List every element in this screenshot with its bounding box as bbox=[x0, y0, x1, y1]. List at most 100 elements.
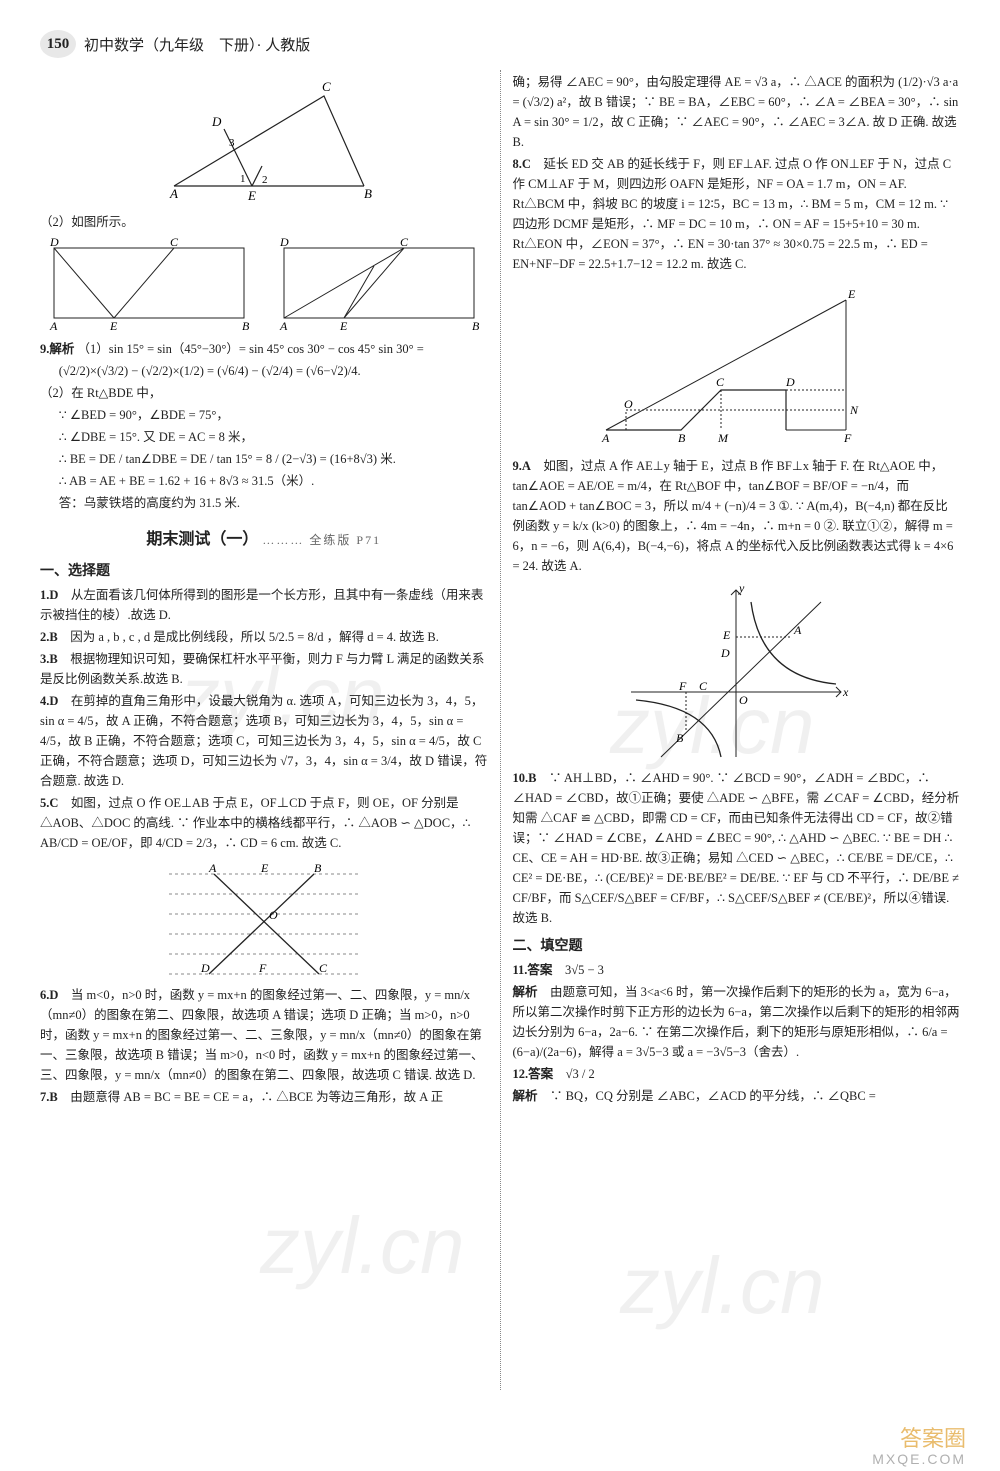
svg-text:A: A bbox=[169, 186, 178, 201]
svg-text:1: 1 bbox=[240, 173, 246, 185]
item1-num: 1.D bbox=[40, 588, 58, 602]
q9-l8: 答：乌蒙铁塔的高度约为 31.5 米. bbox=[40, 493, 488, 513]
item6-text: 当 m<0，n>0 时，函数 y = mx+n 的图象经过第一、二、四象限，y … bbox=[40, 988, 483, 1082]
svg-text:E: E bbox=[722, 628, 731, 642]
svg-text:F: F bbox=[843, 431, 852, 445]
item12-label: 12.答案 bbox=[513, 1067, 554, 1081]
item7-num: 7.B bbox=[40, 1090, 58, 1104]
item12-ans: √3 / 2 bbox=[566, 1067, 595, 1081]
svg-text:A: A bbox=[279, 319, 288, 333]
item5-num: 5.C bbox=[40, 796, 58, 810]
page-number-badge: 150 bbox=[40, 30, 76, 58]
q9-label: 9.解析 bbox=[40, 342, 74, 356]
item12-exp-label: 解析 bbox=[513, 1089, 538, 1103]
svg-text:N: N bbox=[849, 403, 859, 417]
svg-text:3: 3 bbox=[229, 137, 235, 149]
fig-lines-grid: A E B O D F C bbox=[159, 859, 369, 979]
svg-text:D: D bbox=[279, 238, 289, 249]
svg-text:B: B bbox=[678, 431, 686, 445]
svg-text:B: B bbox=[472, 319, 480, 333]
item7-continued: 确；易得 ∠AEC = 90°，由勾股定理得 AE = √3 a，∴ △ACE … bbox=[513, 72, 961, 152]
svg-text:E: E bbox=[247, 188, 256, 203]
svg-text:B: B bbox=[364, 186, 372, 201]
svg-text:D: D bbox=[211, 114, 222, 129]
svg-text:D: D bbox=[49, 238, 59, 249]
svg-text:C: C bbox=[716, 375, 725, 389]
fig-hyperbola: y x O E D A F C B bbox=[621, 582, 851, 762]
footer-brand: 答案圈 bbox=[900, 1421, 966, 1453]
svg-text:D: D bbox=[200, 961, 210, 975]
section-1-title: 一、选择题 bbox=[40, 561, 488, 583]
svg-text:O: O bbox=[624, 397, 633, 411]
footer-url: MXQE.COM bbox=[872, 1451, 966, 1467]
item8-text: 延长 ED 交 AB 的延长线于 F，则 EF⊥AF. 过点 O 作 ON⊥EF… bbox=[513, 157, 952, 271]
svg-text:y: y bbox=[738, 582, 745, 595]
item11-exp: 由题意可知，当 3<a<6 时，第一次操作后剩下的矩形的长为 a，宽为 6−a，… bbox=[513, 985, 960, 1059]
q9-l5: ∴ ∠DBE = 15°. 又 DE = AC = 8 米， bbox=[40, 427, 488, 447]
column-divider bbox=[500, 70, 501, 1390]
svg-text:2: 2 bbox=[262, 174, 268, 186]
svg-text:C: C bbox=[319, 961, 328, 975]
q9-l1: （1）sin 15° = sin（45°−30°）= sin 45° cos 3… bbox=[78, 342, 424, 356]
q9-l4: ∵ ∠BED = 90°，∠BDE = 75°， bbox=[40, 405, 488, 425]
right-column: 确；易得 ∠AEC = 90°，由勾股定理得 AE = √3 a，∴ △ACE … bbox=[513, 70, 961, 1390]
page-header: 150 初中数学（九年级 下册）· 人教版 bbox=[40, 30, 960, 58]
svg-text:D: D bbox=[785, 375, 795, 389]
item1-text: 从左面看该几何体所得到的图形是一个长方形，且其中有一条虚线（用来表示被挡住的棱）… bbox=[40, 588, 483, 622]
item3-num: 3.B bbox=[40, 652, 58, 666]
fig-slope: A O B M C D F N E bbox=[586, 280, 886, 450]
item2-num: 2.B bbox=[40, 630, 58, 644]
q9-l2: (√2/2)×(√3/2) − (√2/2)×(1/2) = (√6/4) − … bbox=[40, 361, 488, 381]
item10-num: 10.B bbox=[513, 771, 537, 785]
item12-exp: ∵ BQ，CQ 分别是 ∠ABC，∠ACD 的平分线，∴ ∠QBC = bbox=[550, 1089, 876, 1103]
item11-label: 11.答案 bbox=[513, 963, 553, 977]
svg-text:C: C bbox=[170, 238, 179, 249]
item3-text: 根据物理知识可知，要确保杠杆水平平衡，则力 F 与力臂 L 满足的函数关系是反比… bbox=[40, 652, 484, 686]
svg-text:E: E bbox=[847, 287, 856, 301]
left-column: A B C D E 3 1 2 （2）如图所示。 DC AEB DC AEB 9 bbox=[40, 70, 488, 1390]
test-ref: ……… 全练版 P71 bbox=[262, 533, 381, 547]
item7-text: 由题意得 AB = BC = BE = CE = a，∴ △BCE 为等边三角形… bbox=[70, 1090, 443, 1104]
svg-text:F: F bbox=[258, 961, 267, 975]
item8-num: 8.C bbox=[513, 157, 531, 171]
svg-text:M: M bbox=[717, 431, 729, 445]
note-2: （2）如图所示。 bbox=[40, 212, 488, 232]
item9-num: 9.A bbox=[513, 459, 531, 473]
test-title: 期末测试（一） bbox=[146, 531, 258, 548]
svg-text:E: E bbox=[339, 319, 348, 333]
item6-num: 6.D bbox=[40, 988, 58, 1002]
item5-text: 如图，过点 O 作 OE⊥AB 于点 E，OF⊥CD 于点 F，则 OE，OF … bbox=[40, 796, 470, 850]
svg-text:D: D bbox=[720, 646, 730, 660]
svg-text:B: B bbox=[676, 731, 684, 745]
svg-text:E: E bbox=[109, 319, 118, 333]
svg-text:A: A bbox=[49, 319, 58, 333]
q9-l6: ∴ BE = DE / tan∠DBE = DE / tan 15° = 8 /… bbox=[40, 449, 488, 469]
svg-text:C: C bbox=[699, 679, 708, 693]
item2-text: 因为 a , b , c , d 是成比例线段，所以 5/2.5 = 8/d ，… bbox=[70, 630, 439, 644]
item11-ans: 3√5 − 3 bbox=[565, 963, 604, 977]
item4-text: 在剪掉的直角三角形中，设最大锐角为 α. 选项 A，可知三边长为 3，4，5，s… bbox=[40, 694, 487, 788]
svg-text:O: O bbox=[269, 908, 278, 922]
svg-text:C: C bbox=[322, 79, 331, 94]
item11-exp-label: 解析 bbox=[513, 985, 538, 999]
q9-l7: ∴ AB = AE + BE = 1.62 + 16 + 8√3 ≈ 31.5（… bbox=[40, 471, 488, 491]
book-title: 初中数学（九年级 下册）· 人教版 bbox=[84, 34, 310, 55]
test-title-row: 期末测试（一） ……… 全练版 P71 bbox=[40, 527, 488, 553]
svg-text:B: B bbox=[314, 861, 322, 875]
svg-text:A: A bbox=[601, 431, 610, 445]
section-2-title: 二、填空题 bbox=[513, 936, 961, 958]
svg-text:F: F bbox=[678, 679, 687, 693]
svg-text:E: E bbox=[260, 861, 269, 875]
svg-text:x: x bbox=[842, 685, 849, 699]
svg-text:C: C bbox=[400, 238, 409, 249]
fig-triangle-cde: A B C D E 3 1 2 bbox=[144, 76, 384, 206]
svg-text:O: O bbox=[739, 693, 748, 707]
fig-two-rects: D C A E B D C A E B bbox=[44, 238, 484, 333]
svg-text:A: A bbox=[208, 861, 217, 875]
svg-text:B: B bbox=[242, 319, 250, 333]
two-column-content: A B C D E 3 1 2 （2）如图所示。 DC AEB DC AEB 9 bbox=[40, 70, 960, 1390]
item10-text: ∵ AH⊥BD，∴ ∠AHD = 90°. ∵ ∠BCD = 90°，∠ADH … bbox=[513, 771, 960, 925]
item4-num: 4.D bbox=[40, 694, 58, 708]
svg-text:A: A bbox=[793, 623, 802, 637]
q9-l3: （2）在 Rt△BDE 中， bbox=[40, 383, 488, 403]
